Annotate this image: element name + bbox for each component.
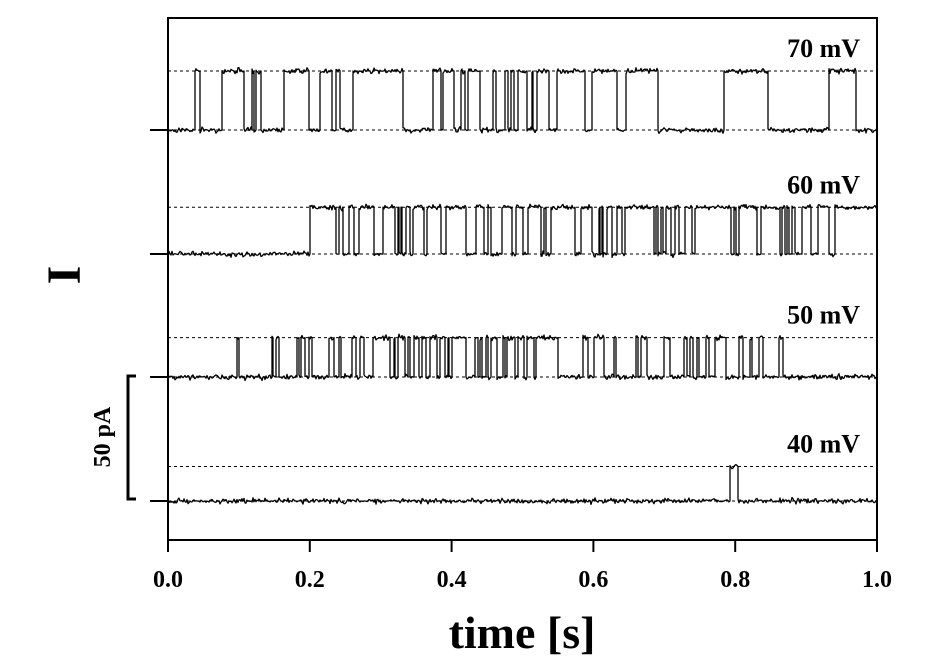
x-tick-label: 0.0 (153, 567, 183, 593)
trace-label-60-mv: 60 mV (787, 170, 860, 199)
open-closed-level-guides (150, 70, 877, 502)
x-tick-label: 1.0 (862, 567, 892, 593)
trace-70-mv (167, 66, 878, 135)
trace-50-mv (167, 333, 878, 382)
trace-voltage-labels: 70 mV 60 mV 50 mV 40 mV (787, 34, 860, 459)
trace-40-mv (167, 463, 878, 506)
trace-label-40-mv: 40 mV (787, 430, 860, 459)
scale-bar-label: 50 pA (90, 406, 116, 467)
trace-label-50-mv: 50 mV (787, 301, 860, 330)
x-axis: 0.0 0.2 0.4 0.6 0.8 1.0 (153, 540, 892, 593)
x-tick-label: 0.8 (720, 567, 750, 593)
plot-frame (167, 17, 878, 541)
x-tick-label: 0.6 (578, 567, 608, 593)
trace-label-70-mv: 70 mV (787, 34, 860, 63)
current-scale-bar: 50 pA (90, 374, 136, 501)
y-axis-title: I (38, 266, 91, 285)
trace-60-mv (167, 203, 878, 259)
scale-bar-bracket (126, 374, 136, 501)
x-axis-title: time [s] (449, 607, 596, 658)
current-traces (167, 66, 878, 506)
x-tick-label: 0.4 (437, 567, 467, 593)
x-tick-label: 0.2 (295, 567, 325, 593)
